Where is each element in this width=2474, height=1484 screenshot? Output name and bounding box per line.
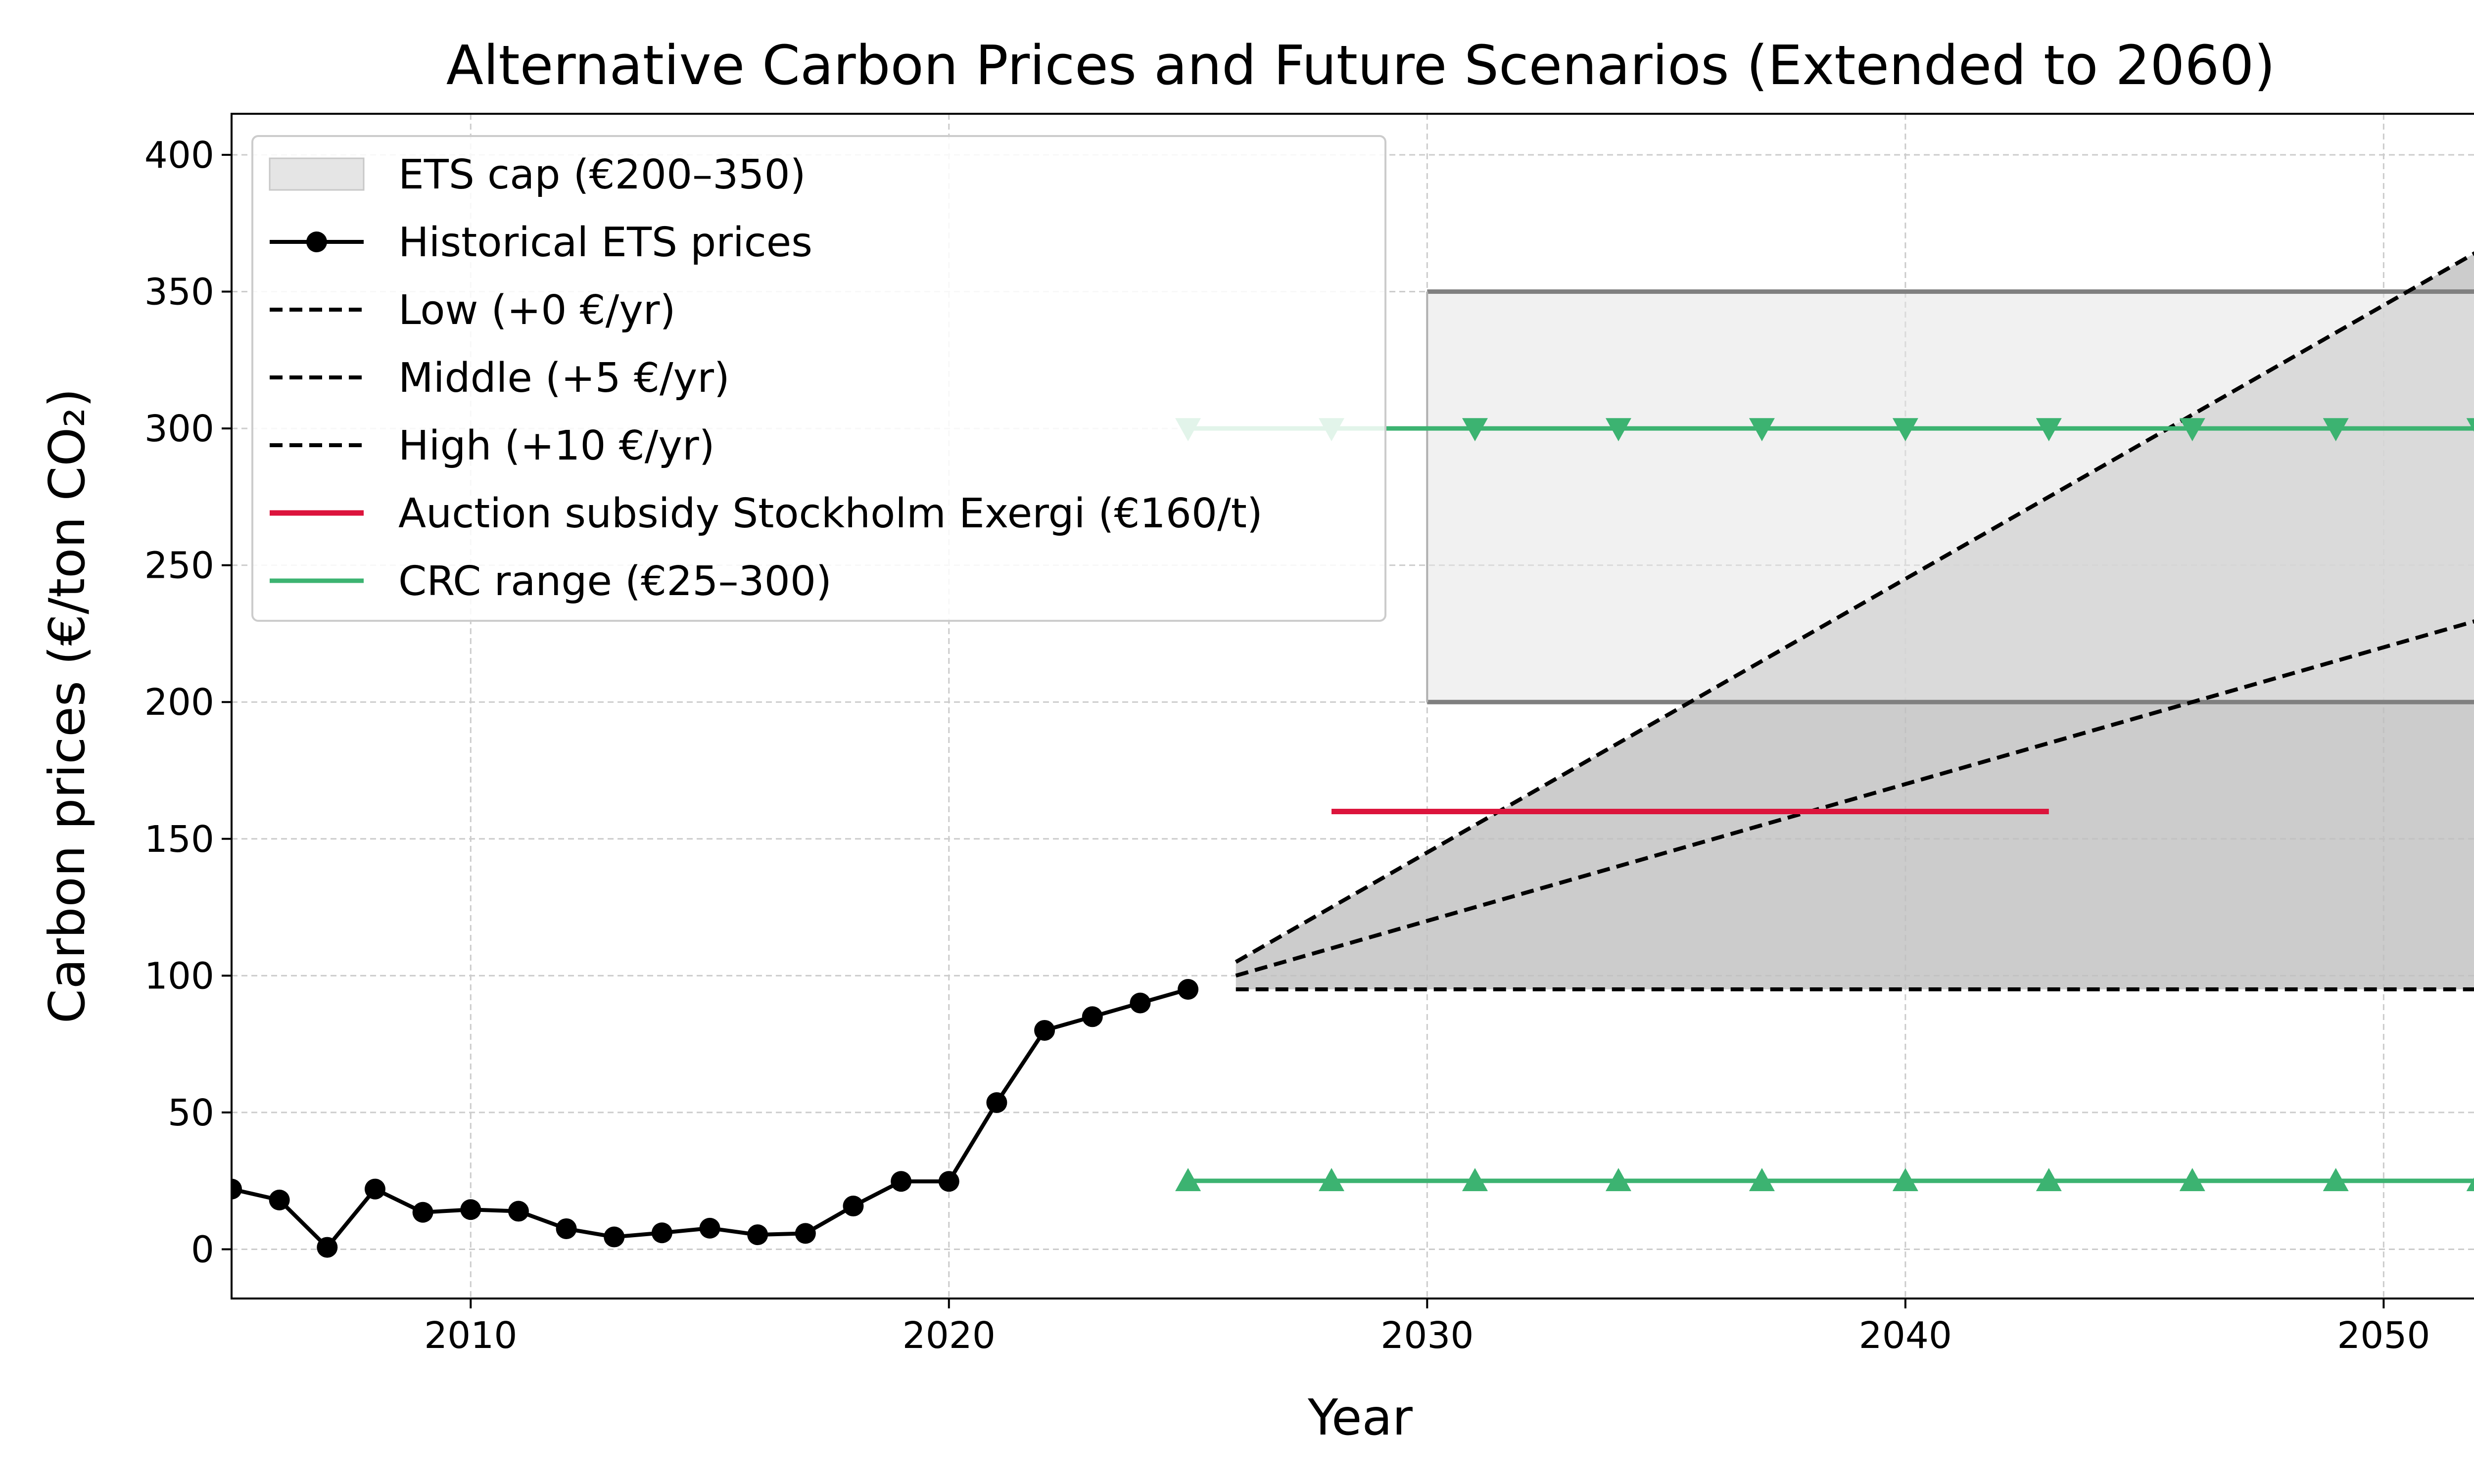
historical-point [938, 1171, 959, 1192]
historical-point [232, 1178, 242, 1200]
legend-swatch-historical-marker [306, 232, 327, 252]
crc-low-marker [2036, 1168, 2062, 1191]
scenario-line [1235, 251, 2474, 964]
historical-point [269, 1189, 290, 1210]
crc-low-marker [2466, 1177, 2474, 1191]
crc-high-marker [1462, 418, 1488, 442]
y-tick-label: 250 [144, 545, 214, 587]
y-tick-label: 100 [144, 955, 214, 997]
y-tick-label: 0 [191, 1228, 214, 1271]
crc-high-marker [2036, 418, 2062, 442]
crc-low-marker [1605, 1168, 1631, 1191]
legend-label: Historical ETS prices [398, 219, 812, 266]
historical-point [460, 1199, 481, 1220]
historical-point [699, 1217, 720, 1239]
legend-label: Middle (+5 €/yr) [398, 355, 730, 402]
historical-point [1178, 978, 1199, 1000]
historical-point [891, 1171, 912, 1192]
legend-frame [251, 135, 1386, 622]
crc-low-marker [1892, 1168, 1918, 1191]
plot-frame [231, 113, 2474, 1299]
x-tick-label: 2040 [1859, 1314, 1952, 1357]
crc-high-marker [2323, 418, 2349, 442]
y-axis-label: Carbon prices (€/ton CO₂) [38, 388, 96, 1023]
historical-point [1082, 1006, 1103, 1027]
y-tick-label: 150 [144, 818, 214, 861]
chart-title: Alternative Carbon Prices and Future Sce… [446, 34, 2276, 97]
historical-point [317, 1237, 338, 1258]
y-tick-label: 350 [144, 271, 214, 314]
axes: 2010 2020 2030 2040 2050 0 50 100 150 200 250 300 35… [144, 134, 2430, 1357]
x-tick-label: 2020 [903, 1314, 996, 1357]
crc-high-marker [1605, 418, 1631, 442]
crc-low-marker [1319, 1168, 1345, 1191]
historical-point [747, 1224, 768, 1246]
historical-point [986, 1092, 1007, 1113]
historical-point [508, 1201, 529, 1222]
legend: ETS cap (€200–350) Historical ETS prices L… [251, 135, 1386, 622]
x-axis-label: Year [1307, 1389, 1413, 1446]
crc-high-marker [2179, 418, 2205, 442]
crc-high-marker [1749, 418, 1775, 442]
x-tick-label: 2050 [2337, 1314, 2430, 1357]
historical-point [651, 1222, 672, 1244]
legend-label: ETS cap (€200–350) [398, 151, 806, 198]
ets-cap-band [1427, 291, 2474, 702]
y-tick-label: 300 [144, 408, 214, 450]
historical-point [1130, 992, 1151, 1014]
legend-label: Low (+0 €/yr) [398, 287, 676, 334]
legend-label: CRC range (€25–300) [398, 558, 832, 605]
historical-point [843, 1196, 864, 1217]
crc-high-marker [1892, 418, 1918, 442]
y-tick-label: 50 [168, 1092, 214, 1134]
legend-swatch-ets-cap [269, 157, 365, 191]
legend-label: High (+10 €/yr) [398, 422, 715, 469]
historical-point [556, 1218, 577, 1239]
historical-point [1034, 1020, 1055, 1041]
x-tick-label: 2010 [424, 1314, 517, 1357]
historical-point [604, 1226, 625, 1248]
crc-low-marker [2179, 1168, 2205, 1191]
y-tick-label: 400 [144, 134, 214, 177]
crc-low-marker [1462, 1168, 1488, 1191]
historical-point [795, 1223, 816, 1244]
crc-low-marker [1749, 1168, 1775, 1191]
historical-point [412, 1202, 433, 1223]
y-tick-label: 200 [144, 681, 214, 724]
historical-point [364, 1178, 385, 1200]
crc-high-marker [2466, 418, 2474, 432]
plot-data [232, 251, 2474, 1258]
crc-low-marker [2323, 1168, 2349, 1191]
legend-label: Auction subsidy Stockholm Exergi (€160/t… [398, 490, 1263, 537]
crc-low-marker [1175, 1168, 1201, 1191]
x-tick-label: 2030 [1380, 1314, 1474, 1357]
